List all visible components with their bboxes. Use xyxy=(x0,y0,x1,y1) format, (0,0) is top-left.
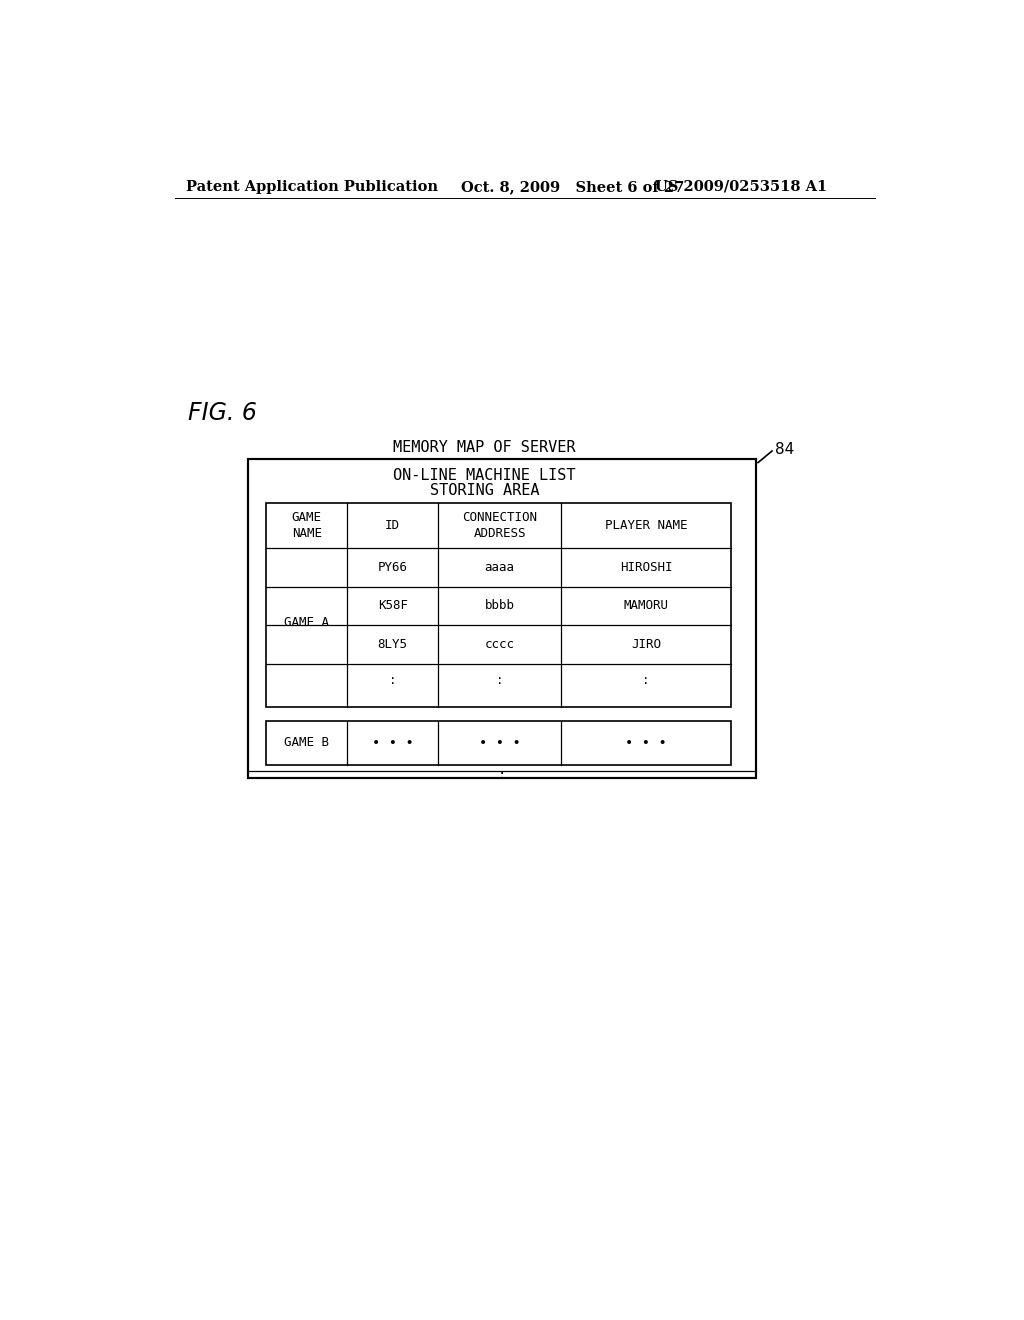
Text: HIROSHI: HIROSHI xyxy=(620,561,673,574)
Text: MAMORU: MAMORU xyxy=(624,599,669,612)
Text: :: : xyxy=(496,675,504,686)
Text: FIG. 6: FIG. 6 xyxy=(188,400,257,425)
Text: STORING AREA: STORING AREA xyxy=(430,483,540,498)
Text: PY66: PY66 xyxy=(378,561,408,574)
Text: ON-LINE MACHINE LIST: ON-LINE MACHINE LIST xyxy=(393,469,575,483)
Bar xyxy=(248,459,756,779)
Text: :: : xyxy=(389,675,396,686)
Text: 84: 84 xyxy=(775,442,795,457)
Text: • • •: • • • xyxy=(478,735,520,750)
Text: aaaa: aaaa xyxy=(484,561,515,574)
Text: ID: ID xyxy=(385,519,400,532)
Text: bbbb: bbbb xyxy=(484,599,515,612)
Bar xyxy=(266,503,731,706)
Text: PLAYER NAME: PLAYER NAME xyxy=(605,519,687,532)
Text: K58F: K58F xyxy=(378,599,408,612)
Text: GAME
NAME: GAME NAME xyxy=(292,511,322,540)
Text: JIRO: JIRO xyxy=(631,638,662,651)
Text: Oct. 8, 2009   Sheet 6 of 27: Oct. 8, 2009 Sheet 6 of 27 xyxy=(461,180,684,194)
Text: CONNECTION
ADDRESS: CONNECTION ADDRESS xyxy=(462,511,538,540)
Text: 8LY5: 8LY5 xyxy=(378,638,408,651)
Text: GAME A: GAME A xyxy=(284,616,329,630)
Text: GAME B: GAME B xyxy=(284,737,329,750)
Text: :: : xyxy=(498,768,506,781)
Bar xyxy=(248,459,756,779)
Text: MEMORY MAP OF SERVER: MEMORY MAP OF SERVER xyxy=(393,440,575,454)
Bar xyxy=(266,721,731,766)
Text: • • •: • • • xyxy=(372,735,414,750)
Text: cccc: cccc xyxy=(484,638,515,651)
Text: US 2009/0253518 A1: US 2009/0253518 A1 xyxy=(655,180,827,194)
Text: Patent Application Publication: Patent Application Publication xyxy=(186,180,438,194)
Text: • • •: • • • xyxy=(625,735,667,750)
Text: :: : xyxy=(642,675,650,686)
